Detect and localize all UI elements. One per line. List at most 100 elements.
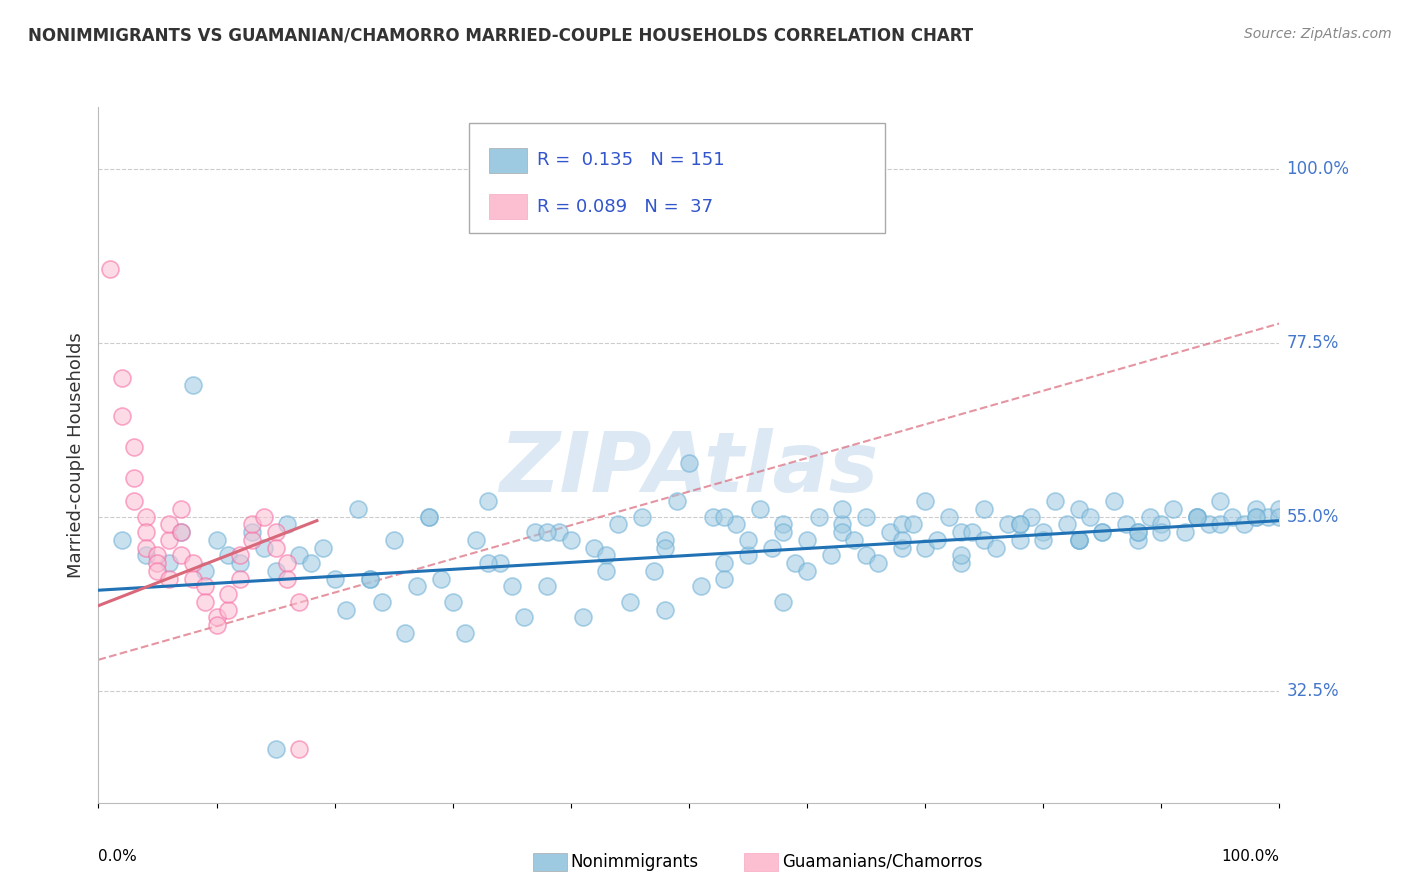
Point: [619, 595, 641, 609]
Point: [1067, 533, 1090, 547]
Point: [1126, 525, 1149, 540]
Point: [1056, 517, 1078, 532]
Point: [217, 587, 239, 601]
Text: 32.5%: 32.5%: [1286, 681, 1339, 699]
Point: [748, 502, 770, 516]
Point: [146, 549, 169, 563]
Point: [1220, 509, 1243, 524]
Point: [489, 556, 512, 570]
Point: [1257, 509, 1279, 524]
Point: [1115, 517, 1137, 532]
Point: [453, 625, 475, 640]
Point: [1150, 517, 1173, 532]
Point: [949, 549, 972, 563]
Point: [465, 533, 488, 547]
Point: [772, 517, 794, 532]
Point: [229, 549, 252, 563]
Point: [820, 549, 842, 563]
Point: [890, 517, 912, 532]
Point: [359, 572, 381, 586]
Point: [1067, 533, 1090, 547]
Point: [973, 533, 995, 547]
Point: [949, 556, 972, 570]
Point: [1244, 509, 1267, 524]
Point: [536, 579, 558, 593]
Point: [335, 602, 357, 616]
Point: [666, 494, 689, 508]
Point: [194, 564, 217, 578]
Point: [855, 549, 877, 563]
Text: Guamanians/Chamorros: Guamanians/Chamorros: [782, 853, 983, 871]
Point: [914, 541, 936, 555]
Point: [181, 572, 204, 586]
Point: [914, 494, 936, 508]
Point: [1233, 517, 1256, 532]
Point: [1209, 494, 1232, 508]
Point: [1185, 509, 1208, 524]
Point: [1008, 533, 1031, 547]
Point: [1244, 509, 1267, 524]
Point: [347, 502, 370, 516]
Point: [170, 502, 193, 516]
Point: [288, 741, 311, 756]
Point: [217, 602, 239, 616]
Point: [1043, 494, 1066, 508]
Point: [359, 572, 381, 586]
Point: [689, 579, 711, 593]
Point: [949, 525, 972, 540]
Point: [796, 564, 818, 578]
Point: [111, 533, 134, 547]
Point: [761, 541, 783, 555]
Point: [1244, 502, 1267, 516]
Point: [772, 525, 794, 540]
Point: [1198, 517, 1220, 532]
Point: [1091, 525, 1114, 540]
Point: [654, 602, 676, 616]
Point: [713, 556, 735, 570]
Point: [122, 471, 145, 485]
Point: [844, 533, 866, 547]
Point: [1126, 533, 1149, 547]
Text: 0.0%: 0.0%: [98, 849, 138, 863]
Point: [135, 541, 157, 555]
Point: [536, 525, 558, 540]
Point: [571, 610, 593, 624]
Point: [890, 541, 912, 555]
Point: [122, 494, 145, 508]
Point: [1209, 517, 1232, 532]
Point: [264, 525, 287, 540]
Point: [205, 533, 228, 547]
Point: [276, 556, 298, 570]
Point: [512, 610, 534, 624]
Text: 100.0%: 100.0%: [1222, 849, 1279, 863]
Text: Source: ZipAtlas.com: Source: ZipAtlas.com: [1244, 27, 1392, 41]
Point: [1161, 502, 1184, 516]
Point: [1150, 525, 1173, 540]
Point: [157, 556, 180, 570]
Point: [135, 509, 157, 524]
Point: [866, 556, 889, 570]
Point: [807, 509, 830, 524]
Point: [1032, 525, 1054, 540]
Point: [903, 517, 925, 532]
Point: [418, 509, 440, 524]
Point: [737, 549, 759, 563]
Point: [643, 564, 665, 578]
Point: [288, 549, 311, 563]
Point: [146, 564, 169, 578]
Point: [135, 525, 157, 540]
Point: [418, 509, 440, 524]
Text: Nonimmigrants: Nonimmigrants: [571, 853, 699, 871]
Text: R =  0.135   N = 151: R = 0.135 N = 151: [537, 152, 724, 169]
Point: [1008, 517, 1031, 532]
Point: [583, 541, 606, 555]
Point: [595, 564, 617, 578]
Point: [607, 517, 630, 532]
Point: [229, 572, 252, 586]
Point: [595, 549, 617, 563]
Point: [170, 525, 193, 540]
Point: [548, 525, 571, 540]
Point: [890, 533, 912, 547]
Point: [276, 572, 298, 586]
Point: [240, 517, 263, 532]
